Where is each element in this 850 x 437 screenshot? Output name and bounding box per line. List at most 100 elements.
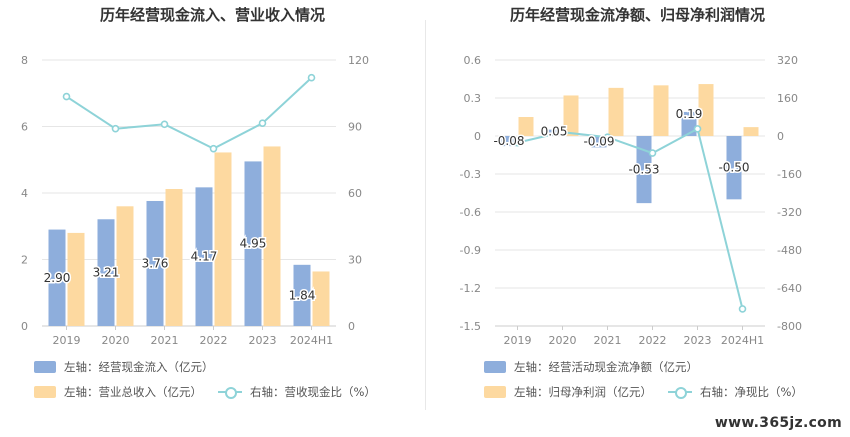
line-point xyxy=(111,124,120,133)
data-label: 4.95 xyxy=(240,237,267,251)
x-tick-label: 2020 xyxy=(102,334,130,347)
x-tick-label: 2021 xyxy=(594,334,622,347)
series-line xyxy=(65,77,313,150)
line-point xyxy=(603,133,612,141)
bar-secondary xyxy=(312,271,330,326)
line-point xyxy=(693,125,702,133)
data-label: -0.09 xyxy=(583,135,614,149)
bar-primary xyxy=(681,111,697,136)
legend-label: 右轴：净现比（%） xyxy=(700,385,803,399)
bar-primary xyxy=(48,229,66,326)
y-left-tick-label: 4 xyxy=(21,187,28,200)
legend-item-net-cash-ratio[interactable]: 右轴：净现比（%） xyxy=(668,384,803,400)
y-left-tick-label: -1.5 xyxy=(460,320,481,333)
legend-swatch xyxy=(484,361,506,373)
y-left-tick-label: 0 xyxy=(21,320,28,333)
y-left-tick-label: 0.3 xyxy=(464,92,482,105)
y-left-tick-label: -1.2 xyxy=(460,282,481,295)
series-line xyxy=(517,127,744,310)
y-right-tick-label: -800 xyxy=(777,320,802,333)
data-label: 1.84 xyxy=(289,288,316,302)
line-point xyxy=(558,128,567,136)
legend-swatch xyxy=(34,361,56,373)
legend-swatch xyxy=(34,386,56,398)
x-tick-label: 2021 xyxy=(151,334,179,347)
x-tick-label: 2019 xyxy=(504,334,532,347)
left-chart-title: 历年经营现金流入、营业收入情况 xyxy=(99,6,325,24)
bar-primary xyxy=(97,219,115,326)
legend-item-net-profit[interactable]: 左轴：归母净利润（亿元） xyxy=(484,384,652,400)
x-tick-label: 2024H1 xyxy=(290,334,333,347)
y-left-tick-label: -0.6 xyxy=(460,206,481,219)
bar-secondary xyxy=(518,117,534,136)
watermark: www.365jz.com xyxy=(714,415,842,431)
y-right-tick-label: 120 xyxy=(348,54,369,67)
line-point xyxy=(648,149,657,157)
y-right-tick-label: 90 xyxy=(348,121,362,134)
y-left-tick-label: 8 xyxy=(21,54,28,67)
legend-line-icon xyxy=(668,386,692,399)
legend-item-net-cash-flow[interactable]: 左轴：经营活动现金流净额（亿元） xyxy=(484,359,698,375)
x-tick-label: 2020 xyxy=(549,334,577,347)
y-right-tick-label: 0 xyxy=(777,130,784,143)
y-right-tick-label: -160 xyxy=(777,168,802,181)
bar-primary xyxy=(726,136,742,200)
legend-swatch xyxy=(484,386,506,398)
bar-secondary xyxy=(165,189,183,326)
y-right-tick-label: -640 xyxy=(777,282,802,295)
bar-primary xyxy=(244,161,262,326)
legend-item-cash-ratio[interactable]: 右轴：营收现金比（%） xyxy=(218,384,376,400)
legend-item-cash-inflow[interactable]: 左轴：经营现金流入（亿元） xyxy=(34,359,214,375)
y-left-tick-label: 0.6 xyxy=(464,54,482,67)
right-chart-title: 历年经营现金流净额、归母净利润情况 xyxy=(509,6,765,24)
y-left-tick-label: -0.9 xyxy=(460,244,481,257)
line-point xyxy=(209,144,218,153)
y-right-tick-label: -320 xyxy=(777,206,802,219)
bar-secondary xyxy=(116,206,134,326)
bar-secondary xyxy=(698,84,714,136)
bar-secondary xyxy=(653,85,669,136)
line-point xyxy=(738,305,747,313)
left-chart: 0 2 4 6 8 0 30 60 90 120 2019 2020 2021 2022 2023 2024H… xyxy=(21,54,369,347)
x-tick-label: 2023 xyxy=(249,334,277,347)
data-label: 0.05 xyxy=(541,125,568,139)
y-left-tick-label: 6 xyxy=(21,121,28,134)
bar-primary xyxy=(636,136,652,204)
y-left-tick-label: -0.3 xyxy=(460,168,481,181)
data-label: -0.08 xyxy=(493,134,524,148)
legend-line-icon xyxy=(218,386,242,399)
y-right-tick-label: -480 xyxy=(777,244,802,257)
data-label: 0.19 xyxy=(676,107,703,121)
line-point xyxy=(160,120,169,129)
y-right-tick-label: 320 xyxy=(777,54,798,67)
bar-secondary xyxy=(563,95,579,136)
y-right-tick-label: 60 xyxy=(348,187,362,200)
chart-divider xyxy=(425,20,426,410)
data-label: 2.90 xyxy=(44,271,71,285)
legend-item-revenue[interactable]: 左轴：营业总收入（亿元） xyxy=(34,384,202,400)
bar-primary xyxy=(501,136,517,147)
legend-label: 左轴：经营现金流入（亿元） xyxy=(64,360,214,374)
line-point xyxy=(258,119,267,127)
x-tick-label: 2022 xyxy=(639,334,667,347)
legend-label: 左轴：营业总收入（亿元） xyxy=(64,385,202,399)
line-point xyxy=(513,138,522,147)
x-tick-label: 2024H1 xyxy=(721,334,764,347)
y-left-tick-label: 0 xyxy=(474,130,481,143)
bar-secondary xyxy=(214,152,232,326)
bar-secondary xyxy=(743,127,759,136)
x-tick-label: 2023 xyxy=(684,334,712,347)
line-point xyxy=(307,73,316,82)
x-tick-label: 2019 xyxy=(53,334,81,347)
y-right-tick-label: 160 xyxy=(777,92,798,105)
bar-secondary xyxy=(67,232,85,326)
y-left-tick-label: 2 xyxy=(21,254,28,267)
right-chart: 0.6 0.3 0 -0.3 -0.6 -0.9 -1.2 -1.5 320 160 0 -160 -3… xyxy=(460,54,802,347)
bar-primary xyxy=(195,187,213,326)
bar-primary xyxy=(146,200,164,326)
y-right-tick-label: 0 xyxy=(348,320,355,333)
legend-label: 左轴：归母净利润（亿元） xyxy=(514,385,652,399)
bar-secondary xyxy=(608,87,624,136)
data-label: -0.53 xyxy=(628,163,659,177)
data-label: 4.17 xyxy=(191,250,218,264)
